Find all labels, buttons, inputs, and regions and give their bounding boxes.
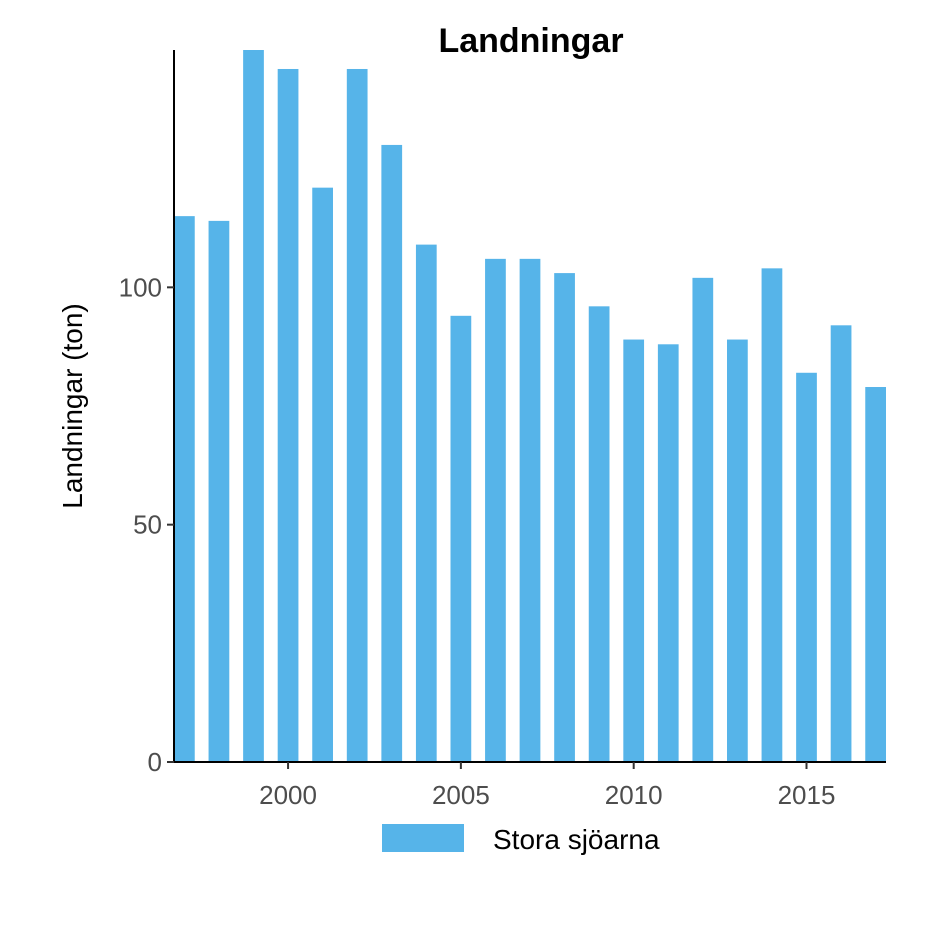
bars-group <box>174 50 886 763</box>
bar-2002 <box>346 68 368 762</box>
bar-2003 <box>381 144 403 762</box>
bar-2012 <box>692 277 714 762</box>
bar-2011 <box>657 344 679 762</box>
legend-label: Stora sjöarna <box>493 824 660 855</box>
bar-2014 <box>761 268 783 762</box>
y-axis-label: Landningar (ton) <box>57 303 88 508</box>
chart-title: Landningar <box>438 22 623 60</box>
y-tick-label: 100 <box>119 272 162 302</box>
y-ticks-group: 0 50 100 <box>119 272 174 777</box>
bar-2001 <box>312 187 333 763</box>
bar-2017 <box>865 387 886 762</box>
bar-2013 <box>727 339 748 762</box>
x-tick-label: 2010 <box>605 780 663 810</box>
bar-2016 <box>830 325 852 762</box>
y-tick-label: 0 <box>148 747 162 777</box>
bar-2000 <box>277 68 299 762</box>
bar-1999 <box>243 50 264 762</box>
legend: Stora sjöarna <box>382 824 660 855</box>
bar-2006 <box>485 258 506 762</box>
bar-2015 <box>796 372 817 762</box>
legend-swatch <box>382 824 464 852</box>
bar-2008 <box>554 273 575 762</box>
bar-2010 <box>623 339 645 762</box>
bar-1997 <box>174 216 195 763</box>
bar-2004 <box>415 244 437 762</box>
x-tick-label: 2000 <box>259 780 317 810</box>
x-tick-label: 2015 <box>778 780 836 810</box>
bar-2007 <box>519 258 541 762</box>
bar-2005 <box>450 315 472 762</box>
x-ticks-group: 2000 2005 2010 2015 <box>259 762 835 810</box>
x-tick-label: 2005 <box>432 780 490 810</box>
bar-2009 <box>588 306 610 762</box>
y-tick-label: 50 <box>133 510 162 540</box>
bar-1998 <box>208 220 230 762</box>
